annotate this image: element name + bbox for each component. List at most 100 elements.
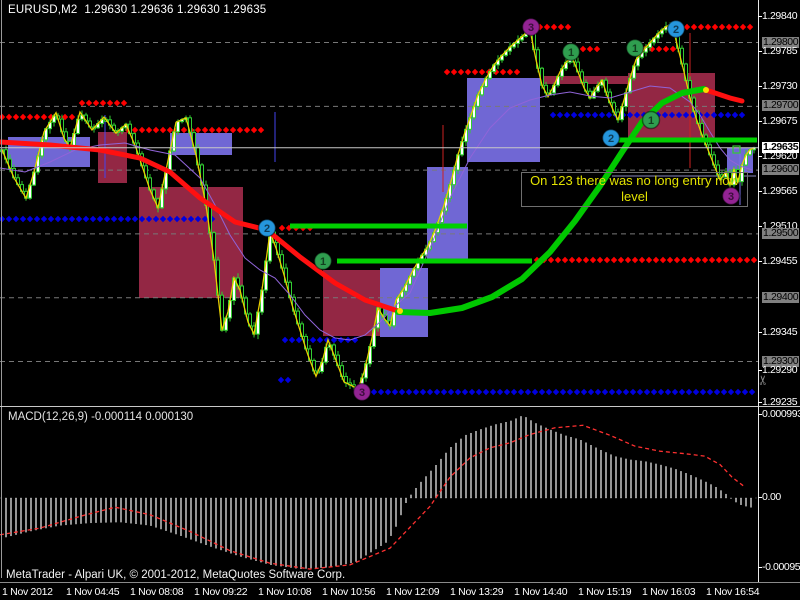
signal-circle-1 — [625, 38, 645, 58]
supply-demand-zone[interactable] — [427, 167, 468, 260]
price-axis-label: 1.29730 — [758, 81, 798, 92]
panel-separator[interactable] — [0, 406, 800, 407]
signal-diamond — [557, 23, 565, 31]
time-axis-label: 1 Nov 2012 — [2, 586, 53, 598]
signal-diamond — [309, 336, 317, 344]
price-axis[interactable]: 1.29840 1.29800 1.29785 1.29730 1.29700 1.296… — [758, 0, 800, 408]
signal-diamond — [506, 68, 514, 76]
signal-circle-number: 2 — [673, 24, 679, 36]
price-axis-label: 1.29290 — [758, 365, 798, 376]
signal-diamond — [568, 256, 576, 264]
signal-diamond — [412, 388, 420, 396]
signal-diamond — [489, 388, 497, 396]
signal-diamond — [131, 215, 139, 223]
signal-diamond — [281, 336, 289, 344]
signal-diamond — [638, 256, 646, 264]
signal-diamond — [724, 111, 732, 119]
signal-diamond — [464, 68, 472, 76]
signal-diamond — [692, 388, 700, 396]
signal-diamond — [596, 256, 604, 264]
signal-circle-number: 1 — [648, 115, 654, 127]
signal-diamond — [564, 23, 572, 31]
signal-diamond — [222, 126, 230, 134]
signal-diamond — [471, 68, 479, 76]
trend-ma-green — [395, 86, 707, 316]
signal-diamond — [288, 336, 296, 344]
status-bar: MetaTrader - Alpari UK, © 2001-2012, Met… — [6, 569, 346, 581]
time-axis-label: 1 Nov 12:09 — [386, 586, 440, 598]
signal-diamond — [713, 388, 721, 396]
signal-diamond — [727, 388, 735, 396]
signal-diamond — [103, 215, 111, 223]
signal-diamond — [603, 256, 611, 264]
signal-diamond — [433, 388, 441, 396]
signal-diamond — [398, 388, 406, 396]
signal-diamond — [668, 111, 676, 119]
time-axis-label: 1 Nov 15:19 — [578, 586, 632, 598]
price-axis-label: 1.29840 — [758, 11, 798, 22]
signal-diamond — [443, 68, 451, 76]
signal-circle-2 — [601, 128, 621, 148]
signal-diamond — [180, 126, 188, 134]
signal-circle-1 — [641, 110, 661, 130]
signal-diamond — [598, 111, 606, 119]
signal-diamond — [706, 388, 714, 396]
signal-diamond — [682, 111, 690, 119]
signal-diamond — [457, 68, 465, 76]
signal-diamond — [187, 215, 195, 223]
macd-axis[interactable]: 0.000993 0.00 -0.00095 — [758, 408, 800, 582]
signal-diamond — [201, 215, 209, 223]
supply-demand-zone[interactable] — [139, 187, 243, 298]
signal-diamond — [659, 256, 667, 264]
signal-diamond — [78, 99, 86, 107]
signal-diamond — [543, 23, 551, 31]
signal-diamond — [589, 256, 597, 264]
signal-diamond — [450, 68, 458, 76]
signal-diamond — [26, 113, 34, 121]
supply-demand-zone[interactable] — [98, 132, 127, 183]
signal-diamond — [573, 388, 581, 396]
macd-indicator-canvas[interactable] — [0, 408, 758, 582]
main-chart-canvas[interactable]: 2 1 3 3 1 1 2 2 1 3 — [0, 0, 758, 406]
time-axis[interactable]: 1 Nov 2012 1 Nov 04:45 1 Nov 08:08 1 Nov 09… — [0, 583, 800, 600]
signal-diamond — [194, 215, 202, 223]
signal-diamond — [208, 126, 216, 134]
annotation-line-2: level — [621, 189, 648, 204]
time-axis-label: 1 Nov 08:08 — [130, 586, 184, 598]
signal-diamond — [664, 388, 672, 396]
signal-diamond — [566, 388, 574, 396]
axis-tick — [758, 191, 762, 192]
macd-axis-label: -0.00095 — [758, 562, 800, 573]
signal-diamond — [12, 113, 20, 121]
supply-demand-zone[interactable] — [170, 133, 232, 155]
supply-demand-zone[interactable] — [380, 268, 428, 337]
signal-diamond — [316, 336, 324, 344]
supply-demand-zone[interactable] — [467, 78, 540, 162]
chart-text-annotation[interactable]: On 123 there was no long entry now level — [521, 172, 748, 207]
signal-diamond — [666, 256, 674, 264]
time-axis-label: 1 Nov 13:29 — [450, 586, 504, 598]
signal-diamond — [510, 388, 518, 396]
signal-diamond — [652, 256, 660, 264]
macd-signal-line — [0, 424, 746, 570]
signal-diamond — [741, 388, 749, 396]
signal-circle-1 — [561, 42, 581, 62]
axis-tick — [758, 156, 762, 157]
axis-tick — [758, 370, 762, 371]
axis-tick — [758, 261, 762, 262]
price-axis-label: 1.29235 — [758, 397, 798, 408]
signal-diamond — [739, 23, 747, 31]
signal-circle-3 — [721, 186, 741, 206]
signal-diamond — [131, 126, 139, 134]
signal-diamond — [257, 126, 265, 134]
axis-tick — [758, 16, 762, 17]
signal-diamond — [586, 45, 594, 53]
signal-diamond — [145, 126, 153, 134]
signal-diamond — [615, 388, 623, 396]
annotation-line-1: On 123 there was no long entry now — [530, 173, 739, 188]
signal-diamond — [138, 215, 146, 223]
signal-diamond — [82, 215, 90, 223]
macd-axis-label: 0.00 — [758, 492, 781, 503]
signal-diamond — [722, 256, 730, 264]
